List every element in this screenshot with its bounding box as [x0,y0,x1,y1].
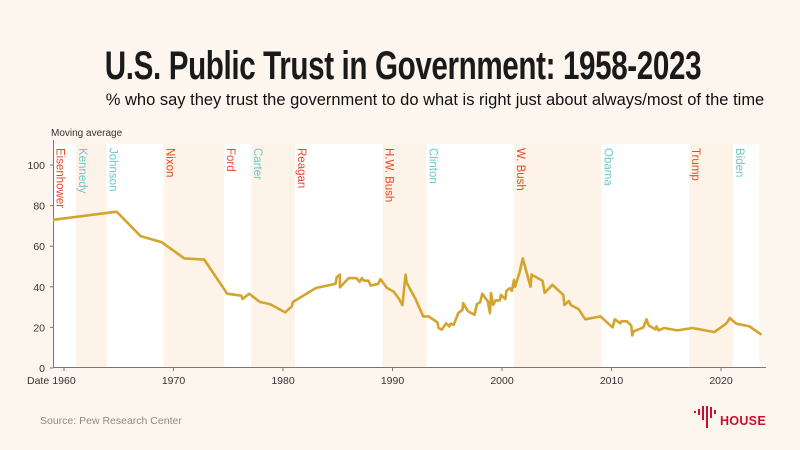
y-tick-label: 20 [33,322,45,334]
president-band [733,144,760,367]
president-label: Ford [224,148,236,172]
president-label: Biden [733,148,745,177]
source-note: Source: Pew Research Center [40,415,182,427]
president-label: H.W. Bush [383,148,395,202]
chart-subtitle: % who say they trust the government to d… [105,91,765,109]
x-tick-label: 1990 [381,375,405,387]
x-tick-label: 2000 [490,375,514,387]
president-band [514,144,602,367]
president-band [601,144,690,367]
x-tick-label: 1970 [162,375,186,387]
president-label: Carter [251,148,263,180]
logo-text: HOUSE [720,414,766,428]
y-tick-label: 80 [33,201,45,213]
x-axis-label: Date [27,375,49,387]
x-tick-label: 2020 [709,375,733,387]
president-label: Eisenhower [54,148,66,208]
president-label: Johnson [107,148,119,191]
president-band [251,144,296,367]
y-axis-label: Moving average [51,128,123,139]
president-label: W. Bush [514,148,526,191]
x-tick-label: 1960 [52,375,76,387]
president-band [295,144,383,367]
president-label: Reagan [295,148,307,188]
president-band [53,144,77,367]
president-band [76,144,107,367]
chart-title-text: U.S. Public Trust in Government: 1958-20… [104,44,702,88]
president-label: Kennedy [76,148,88,194]
x-tick-label: 1980 [271,375,295,387]
president-label: Nixon [164,148,176,177]
y-tick-label: 100 [27,160,45,172]
y-tick-label: 40 [33,282,45,294]
president-band [163,144,224,367]
house-logo: HOUSE [694,404,766,430]
president-band [426,144,515,367]
president-label: Obama [602,148,614,186]
x-tick-label: 2010 [600,375,624,387]
y-tick-label: 60 [33,241,45,253]
president-band [382,144,427,367]
y-tick-label: 0 [39,363,45,375]
sound-wave-icon [694,406,716,428]
trust-line [52,210,763,337]
president-band [223,144,252,367]
president-band [106,144,164,367]
chart-title: U.S. Public Trust in Government: 1958-20… [0,44,800,89]
president-label: Clinton [426,148,438,184]
president-label: Trump [689,148,701,181]
